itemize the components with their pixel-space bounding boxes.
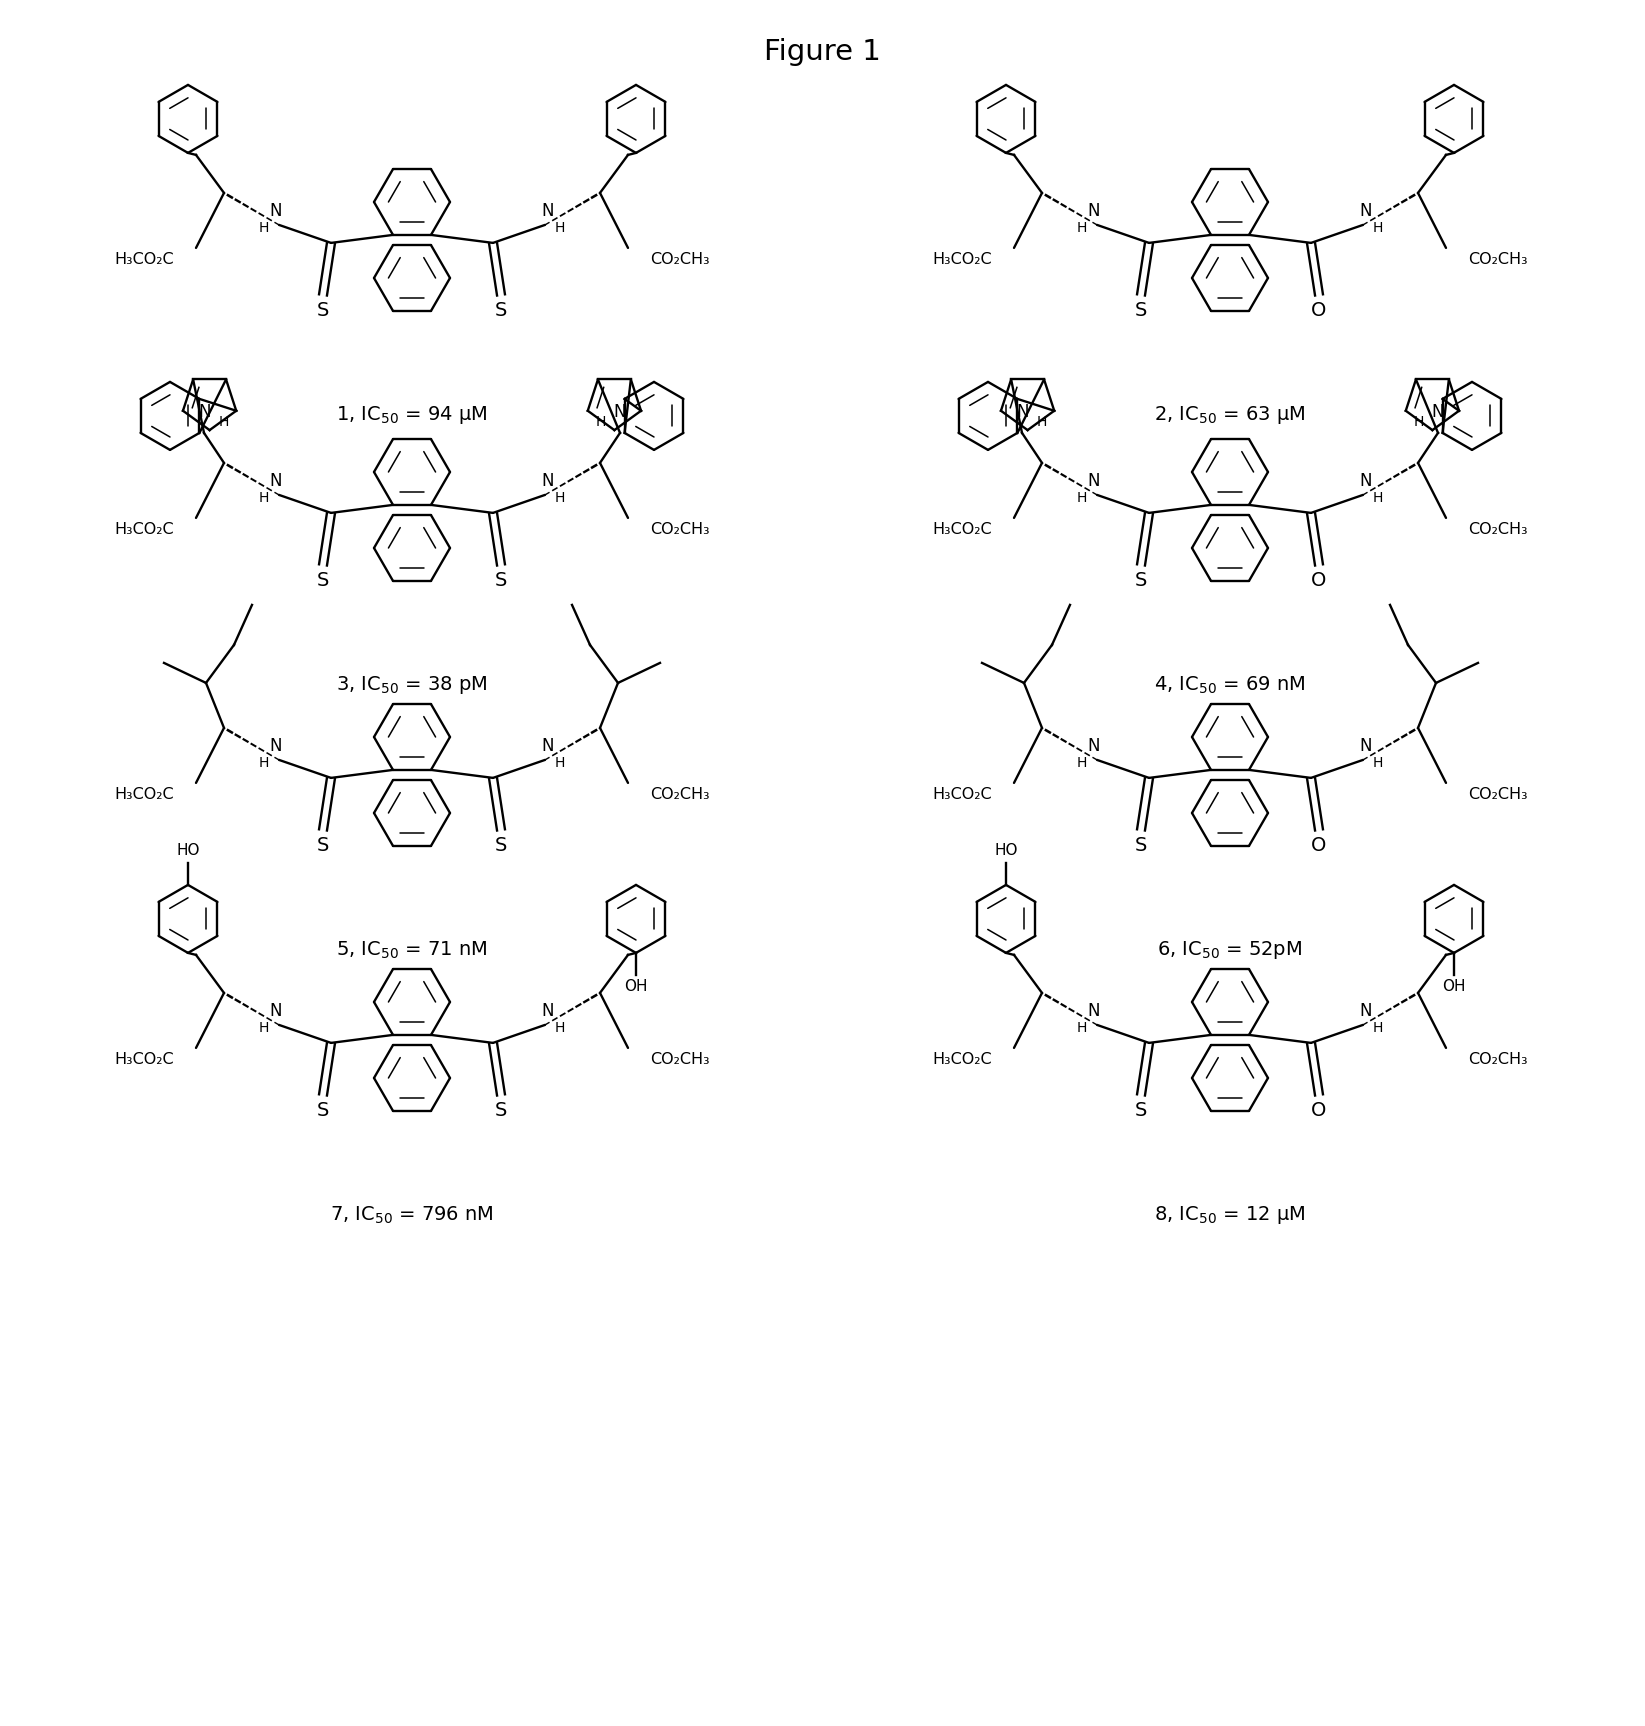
Text: CO₂CH₃: CO₂CH₃ [650,787,709,803]
Text: H₃CO₂C: H₃CO₂C [114,787,174,803]
Text: N: N [1360,1001,1372,1020]
Text: CO₂CH₃: CO₂CH₃ [1469,523,1528,537]
Text: H: H [1374,221,1383,235]
Text: N: N [541,1001,554,1020]
Text: H: H [1374,756,1383,770]
Text: S: S [1135,571,1147,590]
Text: S: S [317,837,329,856]
Text: H: H [1374,490,1383,506]
Text: 5, IC$_{50}$ = 71 nM: 5, IC$_{50}$ = 71 nM [336,939,487,961]
Text: 4, IC$_{50}$ = 69 nM: 4, IC$_{50}$ = 69 nM [1155,675,1306,696]
Text: H₃CO₂C: H₃CO₂C [933,787,992,803]
Text: H: H [1374,1020,1383,1036]
Text: H: H [1077,756,1087,770]
Text: H₃CO₂C: H₃CO₂C [933,1053,992,1067]
Text: H: H [554,1020,566,1036]
Text: H: H [258,756,270,770]
Text: OH: OH [1443,979,1466,994]
Text: H: H [1077,1020,1087,1036]
Text: OH: OH [623,979,648,994]
Text: N: N [1087,737,1101,754]
Text: O: O [1311,837,1326,856]
Text: H: H [554,221,566,235]
Text: N: N [1431,404,1444,421]
Text: N: N [1087,471,1101,490]
Text: CO₂CH₃: CO₂CH₃ [650,523,709,537]
Text: O: O [1311,571,1326,590]
Text: O: O [1311,1101,1326,1120]
Text: H: H [258,221,270,235]
Text: 6, IC$_{50}$ = 52pM: 6, IC$_{50}$ = 52pM [1158,939,1303,961]
Text: S: S [495,302,507,321]
Text: CO₂CH₃: CO₂CH₃ [1469,787,1528,803]
Text: CO₂CH₃: CO₂CH₃ [1469,1053,1528,1067]
Text: N: N [1087,1001,1101,1020]
Text: N: N [614,404,625,421]
Text: H₃CO₂C: H₃CO₂C [933,523,992,537]
Text: N: N [270,737,283,754]
Text: HO: HO [994,844,1018,858]
Text: CO₂CH₃: CO₂CH₃ [1469,252,1528,268]
Text: CO₂CH₃: CO₂CH₃ [650,252,709,268]
Text: 1, IC$_{50}$ = 94 μM: 1, IC$_{50}$ = 94 μM [336,404,487,426]
Text: S: S [495,571,507,590]
Text: 2, IC$_{50}$ = 63 μM: 2, IC$_{50}$ = 63 μM [1155,404,1306,426]
Text: H: H [219,416,229,430]
Text: S: S [1135,1101,1147,1120]
Text: H: H [1036,416,1046,430]
Text: S: S [317,1101,329,1120]
Text: N: N [1360,471,1372,490]
Text: S: S [317,571,329,590]
Text: N: N [1087,202,1101,219]
Text: N: N [1360,737,1372,754]
Text: N: N [1360,202,1372,219]
Text: S: S [1135,302,1147,321]
Text: H: H [554,490,566,506]
Text: N: N [270,1001,283,1020]
Text: H: H [595,416,605,430]
Text: H₃CO₂C: H₃CO₂C [114,1053,174,1067]
Text: H: H [258,490,270,506]
Text: S: S [1135,837,1147,856]
Text: S: S [495,1101,507,1120]
Text: H: H [554,756,566,770]
Text: N: N [1017,404,1028,421]
Text: H₃CO₂C: H₃CO₂C [114,252,174,268]
Text: N: N [541,737,554,754]
Text: N: N [199,404,211,421]
Text: H₃CO₂C: H₃CO₂C [933,252,992,268]
Text: N: N [270,202,283,219]
Text: H: H [258,1020,270,1036]
Text: 7, IC$_{50}$ = 796 nM: 7, IC$_{50}$ = 796 nM [331,1205,494,1225]
Text: N: N [541,471,554,490]
Text: H₃CO₂C: H₃CO₂C [114,523,174,537]
Text: H: H [1413,416,1423,430]
Text: Figure 1: Figure 1 [763,38,880,66]
Text: 3, IC$_{50}$ = 38 pM: 3, IC$_{50}$ = 38 pM [336,673,487,696]
Text: H: H [1077,490,1087,506]
Text: N: N [270,471,283,490]
Text: S: S [495,837,507,856]
Text: N: N [541,202,554,219]
Text: 8, IC$_{50}$ = 12 μM: 8, IC$_{50}$ = 12 μM [1155,1205,1306,1225]
Text: CO₂CH₃: CO₂CH₃ [650,1053,709,1067]
Text: O: O [1311,302,1326,321]
Text: H: H [1077,221,1087,235]
Text: S: S [317,302,329,321]
Text: HO: HO [176,844,199,858]
